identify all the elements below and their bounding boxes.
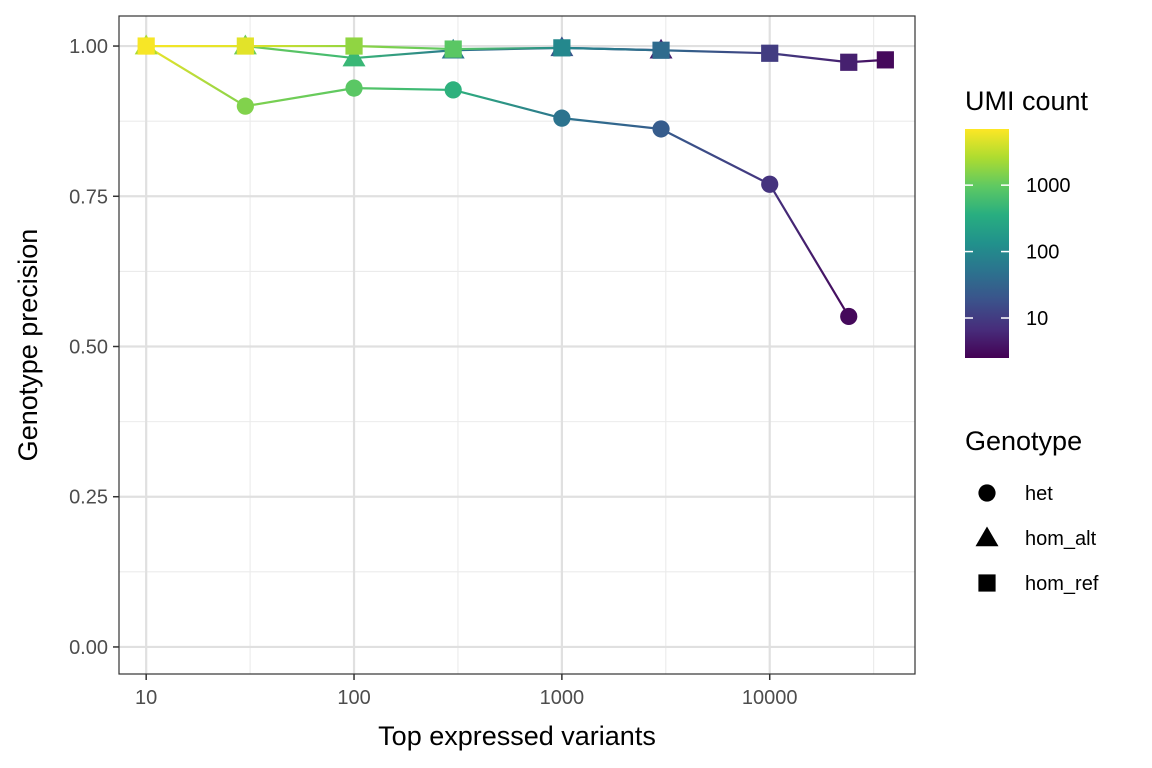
color-legend: UMI count 10 100 1000 — [965, 86, 1089, 358]
plot-background — [119, 16, 915, 674]
y-tick-label: 1.00 — [69, 36, 108, 58]
y-tick-label: 0.25 — [69, 487, 108, 509]
y-axis-title: Genotype precision — [13, 229, 43, 462]
series-points — [134, 34, 894, 326]
series-line-het — [244, 87, 356, 108]
series-line-het — [659, 127, 771, 186]
data-point-hom_ref — [236, 37, 254, 55]
series-line-hom_ref — [560, 46, 663, 52]
color-bar-tick-label: 100 — [1026, 242, 1059, 264]
data-point-het — [761, 175, 779, 193]
y-axis: 0.00 0.25 0.50 0.75 1.00 — [69, 36, 119, 659]
plot-panel — [118, 15, 916, 675]
color-bar — [965, 129, 1009, 358]
x-axis: 10 100 1000 10000 — [135, 674, 798, 709]
legend-label-het: het — [1025, 483, 1053, 505]
legend-key-hom_alt — [975, 526, 999, 547]
shape-legend-entries: het hom_alt hom_ref — [975, 483, 1099, 595]
series-lines — [145, 44, 887, 318]
data-point-het — [840, 307, 858, 326]
legend-key-het — [978, 484, 996, 502]
data-point-hom_ref — [840, 53, 858, 71]
legend-label-hom_alt: hom_alt — [1025, 528, 1097, 550]
data-point-het — [444, 81, 462, 99]
data-point-hom_ref — [553, 39, 571, 57]
series-line-het — [768, 183, 850, 318]
data-point-het — [652, 120, 670, 138]
x-axis-title: Top expressed variants — [378, 721, 656, 751]
data-point-hom_ref — [137, 37, 155, 55]
x-tick-label: 10 — [135, 687, 157, 709]
shape-legend-title: Genotype — [965, 426, 1082, 456]
data-point-het — [553, 109, 571, 127]
data-point-hom_ref — [761, 44, 779, 62]
x-tick-label: 10000 — [742, 687, 798, 709]
y-tick-label: 0.75 — [69, 186, 108, 208]
data-point-hom_ref — [876, 51, 894, 69]
legend-label-hom_ref: hom_ref — [1025, 573, 1099, 595]
data-point-het — [345, 79, 363, 97]
plot-border — [118, 15, 916, 675]
series-line-hom_ref — [768, 52, 850, 64]
data-point-hom_ref — [345, 37, 363, 55]
x-tick-label: 1000 — [540, 687, 585, 709]
series-line-het — [145, 44, 247, 108]
data-point-hom_alt — [342, 46, 366, 67]
color-bar-tick-label: 10 — [1026, 308, 1048, 330]
series-line-hom_ref — [452, 46, 563, 51]
series-line-hom_ref — [659, 49, 771, 55]
shape-legend: Genotype het hom_alt hom_ref — [965, 426, 1099, 595]
data-point-het — [236, 97, 254, 115]
color-legend-title: UMI count — [965, 86, 1089, 116]
series-line-hom_alt — [244, 44, 356, 60]
color-bar-tick-label: 1000 — [1026, 175, 1071, 197]
color-bar-ticks: 10 100 1000 — [965, 175, 1071, 330]
x-tick-label: 100 — [337, 687, 370, 709]
data-point-hom_ref — [444, 40, 462, 58]
y-tick-label: 0.00 — [69, 637, 108, 659]
data-point-hom_ref — [652, 41, 670, 59]
y-tick-label: 0.50 — [69, 337, 108, 359]
series-line-het — [452, 88, 563, 120]
legend-key-hom_ref — [978, 574, 996, 592]
series-line-het — [560, 117, 663, 131]
series-line-hom_ref — [352, 44, 455, 51]
series-line-hom_alt — [352, 49, 455, 60]
series-line-het — [352, 87, 455, 92]
